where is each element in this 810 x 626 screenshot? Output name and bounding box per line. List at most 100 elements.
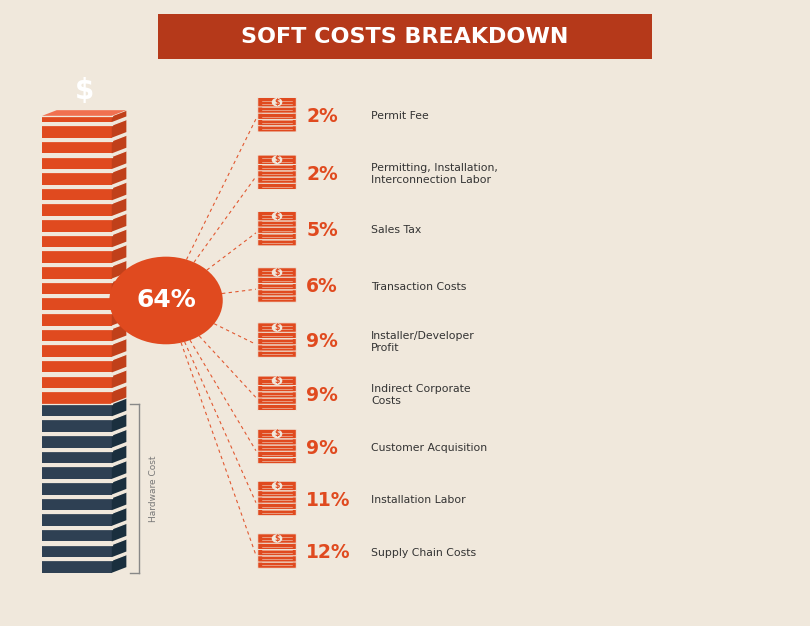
Text: 9%: 9%: [306, 386, 338, 404]
FancyBboxPatch shape: [258, 534, 296, 543]
Polygon shape: [42, 297, 112, 310]
Polygon shape: [112, 461, 126, 479]
Polygon shape: [112, 445, 126, 463]
Text: Transaction Costs: Transaction Costs: [371, 282, 467, 292]
Circle shape: [272, 324, 282, 331]
Polygon shape: [112, 167, 126, 185]
Polygon shape: [112, 429, 126, 448]
Polygon shape: [112, 110, 126, 122]
Polygon shape: [42, 266, 112, 279]
Text: $: $: [275, 155, 279, 164]
Polygon shape: [112, 386, 126, 404]
Text: 6%: 6%: [306, 277, 338, 296]
FancyBboxPatch shape: [258, 218, 296, 227]
FancyBboxPatch shape: [258, 429, 296, 439]
Polygon shape: [42, 498, 112, 510]
Polygon shape: [112, 508, 126, 526]
Polygon shape: [42, 203, 112, 216]
Polygon shape: [112, 370, 126, 388]
Polygon shape: [42, 404, 112, 416]
Polygon shape: [112, 323, 126, 341]
Polygon shape: [42, 250, 112, 263]
FancyBboxPatch shape: [258, 500, 296, 510]
FancyBboxPatch shape: [258, 559, 296, 568]
Text: Permitting, Installation,
Interconnection Labor: Permitting, Installation, Interconnectio…: [371, 163, 498, 185]
Polygon shape: [42, 344, 112, 357]
Polygon shape: [112, 198, 126, 216]
FancyBboxPatch shape: [258, 293, 296, 302]
FancyBboxPatch shape: [258, 382, 296, 392]
FancyBboxPatch shape: [258, 389, 296, 398]
Circle shape: [272, 156, 282, 163]
Text: $: $: [275, 323, 279, 332]
Polygon shape: [112, 354, 126, 372]
Text: $: $: [275, 429, 279, 438]
Circle shape: [272, 431, 282, 438]
Polygon shape: [42, 329, 112, 341]
Text: SOFT COSTS BREAKDOWN: SOFT COSTS BREAKDOWN: [241, 27, 569, 47]
Polygon shape: [112, 492, 126, 510]
Polygon shape: [112, 292, 126, 310]
Text: $: $: [275, 376, 279, 385]
Circle shape: [272, 483, 282, 490]
FancyBboxPatch shape: [258, 506, 296, 516]
Polygon shape: [112, 135, 126, 153]
FancyBboxPatch shape: [258, 180, 296, 190]
FancyBboxPatch shape: [258, 401, 296, 411]
Text: Installation Labor: Installation Labor: [371, 495, 466, 505]
FancyBboxPatch shape: [258, 348, 296, 357]
Polygon shape: [112, 245, 126, 263]
Polygon shape: [42, 560, 112, 573]
Text: $: $: [275, 534, 279, 543]
FancyBboxPatch shape: [258, 174, 296, 183]
Polygon shape: [112, 555, 126, 573]
Polygon shape: [42, 172, 112, 185]
Text: Sales Tax: Sales Tax: [371, 225, 421, 235]
FancyBboxPatch shape: [258, 104, 296, 113]
FancyBboxPatch shape: [258, 553, 296, 562]
FancyBboxPatch shape: [258, 237, 296, 246]
Polygon shape: [42, 116, 112, 122]
Text: 2%: 2%: [306, 165, 338, 183]
Text: 2%: 2%: [306, 107, 338, 126]
FancyBboxPatch shape: [258, 376, 296, 386]
Polygon shape: [42, 419, 112, 432]
Polygon shape: [112, 476, 126, 495]
FancyBboxPatch shape: [258, 442, 296, 451]
FancyBboxPatch shape: [258, 323, 296, 332]
Polygon shape: [112, 414, 126, 432]
FancyBboxPatch shape: [258, 168, 296, 177]
Polygon shape: [112, 182, 126, 200]
Text: $: $: [275, 481, 279, 490]
FancyBboxPatch shape: [258, 481, 296, 491]
Circle shape: [109, 257, 223, 344]
FancyBboxPatch shape: [258, 329, 296, 339]
FancyBboxPatch shape: [258, 155, 296, 165]
FancyBboxPatch shape: [258, 274, 296, 284]
Polygon shape: [112, 229, 126, 247]
FancyBboxPatch shape: [258, 116, 296, 126]
Polygon shape: [112, 398, 126, 416]
Polygon shape: [42, 451, 112, 463]
Text: Indirect Corporate
Costs: Indirect Corporate Costs: [371, 384, 471, 406]
FancyBboxPatch shape: [258, 162, 296, 171]
Circle shape: [272, 269, 282, 276]
Polygon shape: [42, 435, 112, 448]
FancyBboxPatch shape: [258, 540, 296, 550]
Text: $: $: [275, 212, 279, 220]
Circle shape: [272, 213, 282, 220]
Polygon shape: [42, 545, 112, 557]
Polygon shape: [112, 151, 126, 169]
FancyBboxPatch shape: [258, 436, 296, 445]
FancyBboxPatch shape: [258, 268, 296, 277]
FancyBboxPatch shape: [258, 98, 296, 107]
Polygon shape: [42, 235, 112, 247]
FancyBboxPatch shape: [258, 494, 296, 503]
Text: 64%: 64%: [136, 289, 196, 312]
Polygon shape: [42, 376, 112, 388]
Circle shape: [272, 99, 282, 106]
FancyBboxPatch shape: [258, 224, 296, 233]
Polygon shape: [42, 360, 112, 372]
FancyBboxPatch shape: [258, 546, 296, 556]
Polygon shape: [42, 156, 112, 169]
